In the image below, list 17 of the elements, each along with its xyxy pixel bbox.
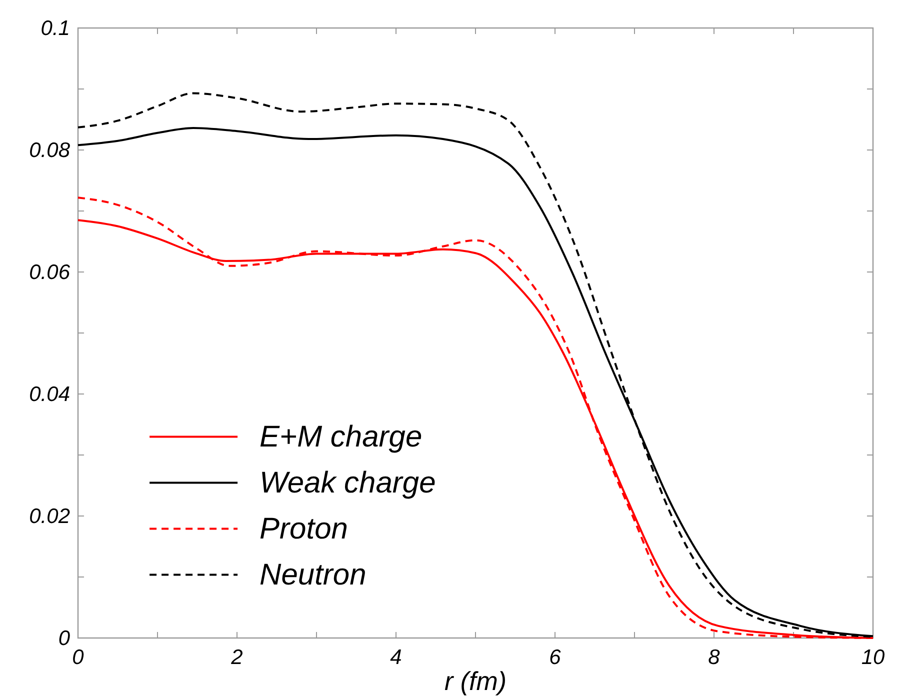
legend-label: Proton: [260, 512, 348, 546]
y-tick-label: 0.06: [29, 261, 70, 284]
legend-label: Neutron: [260, 558, 366, 592]
y-tick-label: 0.04: [29, 383, 70, 406]
y-tick-label: 0.08: [29, 139, 70, 162]
x-tick-label: 0: [72, 646, 84, 669]
y-tick-label: 0.1: [40, 17, 70, 40]
legend-label: E+M charge: [260, 420, 422, 454]
legend-label: Weak charge: [260, 466, 436, 500]
y-tick-label: 0.02: [29, 505, 70, 528]
y-tick-label: 0: [58, 627, 70, 650]
x-axis-title: r (fm): [444, 666, 507, 696]
x-tick-label: 4: [390, 646, 402, 669]
x-tick-label: 10: [861, 646, 885, 669]
x-tick-label: 2: [230, 646, 244, 669]
x-tick-label: 8: [708, 646, 720, 669]
x-tick-label: 6: [549, 646, 562, 669]
